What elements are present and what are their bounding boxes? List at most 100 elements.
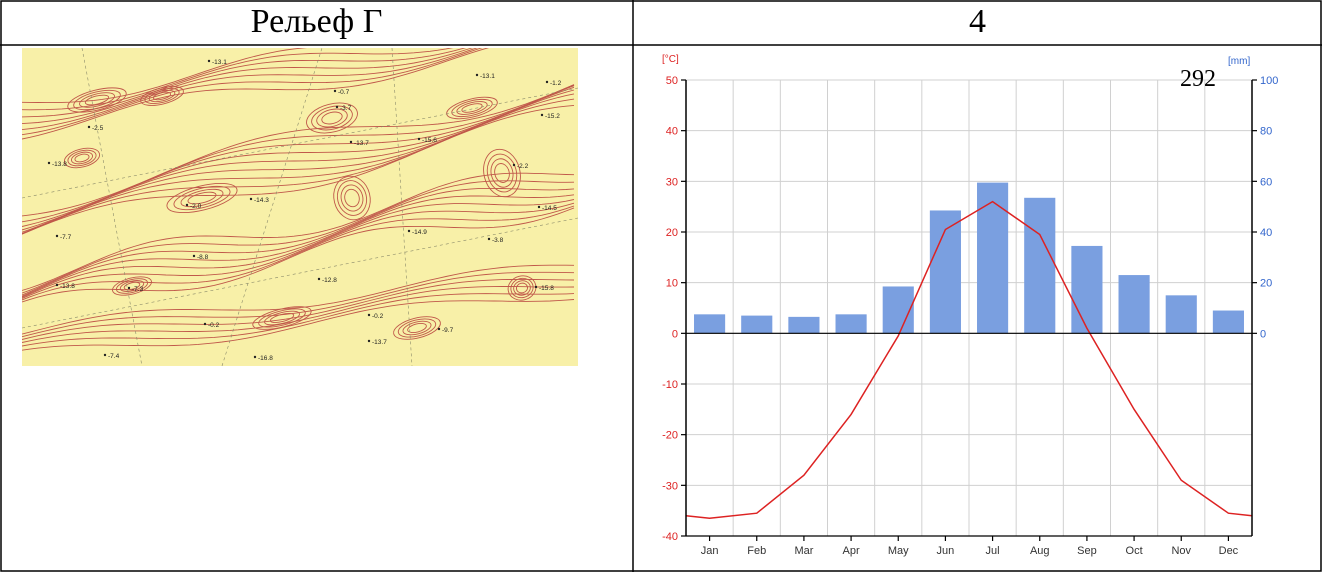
spot-height-dot [475, 73, 479, 77]
contour-ring [123, 281, 141, 291]
month-label: Oct [1126, 545, 1143, 557]
spot-height-label: -2.5 [92, 125, 104, 132]
contour-line [22, 202, 575, 299]
month-label: Jan [701, 545, 719, 557]
precipitation-bar [1071, 245, 1103, 334]
contour-ring [461, 103, 483, 113]
annual-precipitation-total: 292 [1180, 66, 1216, 92]
month-label: Sep [1077, 545, 1097, 557]
dotted-grid-lines [22, 48, 578, 366]
contour-ring [340, 184, 364, 212]
precipitation-bar [741, 315, 773, 334]
spot-height-label: -0.2 [372, 313, 384, 320]
contour-ring [258, 308, 306, 328]
spot-height-label: -15.6 [422, 137, 437, 144]
spot-height-label: -7.4 [108, 353, 120, 360]
spot-height-dot [335, 105, 339, 109]
contour-ring [397, 318, 437, 338]
contour-ring [173, 185, 231, 211]
spot-height-dot [47, 161, 51, 165]
spot-height-label: -15.2 [545, 113, 560, 120]
spot-height-dot [103, 353, 107, 357]
contour-ring [311, 105, 353, 131]
contour-line [22, 293, 575, 347]
spot-height-label: -13.7 [372, 339, 387, 346]
month-label: Nov [1171, 545, 1191, 557]
spot-height-dot [487, 237, 491, 241]
contour-ring [316, 108, 348, 128]
spot-height-dot [437, 327, 441, 331]
climate-chart: 50 40 30 20 10 0 -10 -20 -30 -40 100 80 60 40 20 0 Jan Fe… [640, 48, 1320, 570]
spot-height-label: -13.8 [52, 161, 67, 168]
spot-height-dot [333, 89, 337, 93]
left-tick-label: 10 [666, 278, 678, 290]
month-label: Mar [794, 545, 813, 557]
spot-height-label: -0.2 [208, 322, 220, 329]
precipitation-bar [977, 182, 1009, 334]
contour-line [22, 264, 575, 335]
contour-line [22, 194, 575, 297]
header-number-label: 4 [969, 3, 986, 40]
right-axis-unit-label: [mm] [1228, 56, 1250, 67]
header-relief-label: Рельеф Г [250, 3, 383, 40]
contour-ring [115, 278, 149, 294]
right-tick-label: 60 [1260, 176, 1272, 188]
contour-line [22, 98, 575, 235]
contour-ring [515, 282, 529, 294]
contour-line [22, 48, 478, 131]
left-tick-label: -40 [662, 531, 678, 543]
right-tick-label: 20 [1260, 278, 1272, 290]
contour-line [22, 299, 575, 351]
precipitation-bar [694, 314, 726, 334]
left-tick-label: 0 [672, 328, 678, 340]
spot-height-dot [185, 203, 189, 207]
month-label: Dec [1219, 545, 1239, 557]
right-tick-label: 100 [1260, 75, 1278, 87]
contour-ring [264, 310, 300, 326]
spot-height-dot [407, 229, 411, 233]
precipitation-bar [882, 286, 914, 334]
contour-ring [494, 163, 510, 183]
survey-line [221, 48, 323, 366]
contour-ring [513, 280, 531, 296]
contour-ring [269, 313, 295, 323]
contour-ring [112, 276, 152, 296]
spot-height-label: -14.9 [412, 229, 427, 236]
spot-height-dot [203, 322, 207, 326]
contour-ring [84, 94, 110, 106]
spot-height-label: -14.5 [542, 205, 557, 212]
contour-line [22, 180, 575, 294]
right-tick-label: 0 [1260, 328, 1266, 340]
contour-lines [22, 48, 575, 351]
spot-height-label: -7.3 [132, 286, 144, 293]
contour-ring [152, 91, 172, 101]
topographic-contour-map-icon: -13.1 -13.1 -1.2 -2.5 -0.7 -3.7 -15.2 -13.7 -15.… [22, 48, 578, 366]
spot-height-dot [367, 313, 371, 317]
month-label: Feb [747, 545, 766, 557]
contour-line [22, 205, 575, 301]
contour-ring [306, 102, 358, 134]
spot-height-dot [249, 197, 253, 201]
contour-ring [187, 191, 217, 205]
survey-line [22, 87, 578, 199]
spot-height-dot [55, 283, 59, 287]
contour-ring [490, 158, 514, 188]
spot-height-label: -3.7 [340, 105, 352, 112]
spot-height-label: -3.8 [492, 237, 504, 244]
precipitation-bar [1024, 197, 1056, 334]
spot-height-label: -2.2 [517, 163, 529, 170]
contour-ring [252, 306, 312, 330]
contour-line [22, 48, 473, 125]
contour-ring [70, 151, 94, 165]
spot-height-dot [253, 355, 257, 359]
contour-line [22, 48, 490, 140]
spot-height-dot [537, 205, 541, 209]
contour-ring [393, 316, 441, 340]
contour-ring [486, 153, 518, 193]
contour-ring [67, 149, 97, 167]
month-label: May [888, 545, 909, 557]
contour-ring [483, 148, 521, 198]
temperature-line [685, 200, 1253, 520]
